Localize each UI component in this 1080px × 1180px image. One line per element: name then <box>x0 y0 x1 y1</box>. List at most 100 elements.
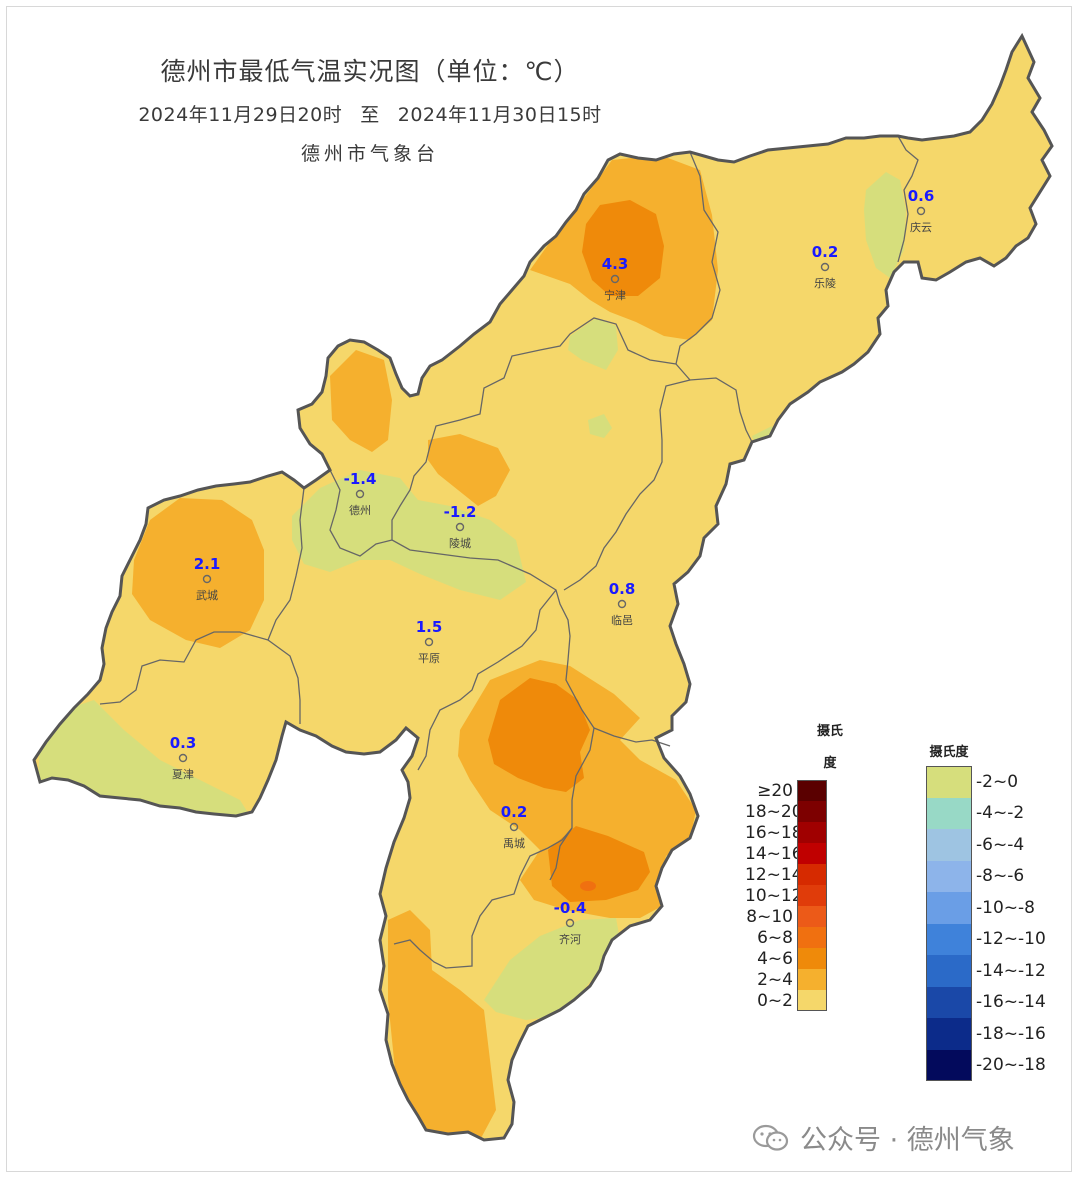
station-name: 平原 <box>418 652 440 665</box>
station-name: 乐陵 <box>814 277 836 290</box>
legend-item: -20~-18 <box>926 1049 1046 1081</box>
period-start: 2024年11月29日20时 <box>138 104 343 126</box>
station-name: 临邑 <box>611 613 633 627</box>
station-dot-icon <box>916 206 926 216</box>
watermark-text: 公众号 · 德州气象 <box>800 1125 1015 1156</box>
legend-label: 0~2 <box>757 990 793 1011</box>
legend-swatch <box>926 860 972 892</box>
station-lingcheng: -1.2 陵城 <box>444 503 477 550</box>
station-qihe: -0.4 齐河 <box>554 899 587 946</box>
station-name: 武城 <box>196 589 218 602</box>
legend-swatch <box>926 892 972 924</box>
legend-label: 18~20 <box>745 801 803 822</box>
legend-item: ≥20 <box>745 780 870 801</box>
legend-label: -12~-10 <box>976 929 1046 950</box>
station-dezhou: -1.4 德州 <box>344 470 377 517</box>
legend-label: 12~14 <box>745 864 803 885</box>
map-title: 德州市最低气温实况图（单位：℃） <box>160 57 580 86</box>
legend-item: -12~-10 <box>926 923 1046 955</box>
station-dot-icon <box>355 489 365 499</box>
county-boundaries <box>99 135 919 969</box>
station-name: 德州 <box>349 503 371 517</box>
legend-swatch <box>797 864 827 885</box>
station-dot-icon <box>202 574 212 584</box>
legend-item: 8~10 <box>745 906 870 927</box>
legend-swatch <box>797 885 827 906</box>
issuer: 德州市气象台 <box>300 143 439 165</box>
temperature-contours <box>38 155 906 1140</box>
legend-cold: 摄氏度 -2~0 -4~-2 -6~-4 -8~-6 -10~-8 -12~-10 -14~… <box>926 745 1046 1081</box>
station-name: 宁津 <box>604 288 626 302</box>
map-header: 德州市最低气温实况图（单位：℃） 2024年11月29日20时至 2024年11月… <box>110 52 630 166</box>
station-value: 0.8 <box>609 580 636 598</box>
legend-item: -8~-6 <box>926 860 1046 892</box>
legend-swatch <box>797 927 827 948</box>
period-end: 2024年11月30日15时 <box>397 104 602 126</box>
period-separator: 至 <box>360 104 380 126</box>
map-frame <box>6 6 1072 1172</box>
station-dot-icon <box>820 262 830 272</box>
legend-label: -10~-8 <box>976 897 1035 918</box>
legend-swatch <box>797 822 827 843</box>
legend-label: -4~-2 <box>976 803 1025 824</box>
legend-label: -20~-18 <box>976 1055 1046 1076</box>
legend-swatch <box>926 797 972 829</box>
legend-swatch <box>797 990 827 1011</box>
station-ningjin: 4.3 宁津 <box>602 255 629 302</box>
legend-swatch <box>797 801 827 822</box>
legend-item: 12~14 <box>745 864 870 885</box>
legend-label: 8~10 <box>746 906 793 927</box>
legend-item: 16~18 <box>745 822 870 843</box>
legend-label: -16~-14 <box>976 992 1046 1013</box>
legend-swatch <box>926 955 972 987</box>
legend-label: 16~18 <box>745 822 803 843</box>
station-wucheng: 2.1 武城 <box>194 555 221 602</box>
legend-item: -2~0 <box>926 766 1046 798</box>
station-dot-icon <box>178 753 188 763</box>
legend-label: -6~-4 <box>976 834 1025 855</box>
legend-label: -8~-6 <box>976 866 1025 887</box>
time-period: 2024年11月29日20时至 2024年11月30日15时 <box>110 100 630 127</box>
legend-warm-title-line1: 摄氏 <box>816 724 843 739</box>
legend-item: 6~8 <box>745 927 870 948</box>
legend-swatch <box>926 986 972 1018</box>
station-dot-icon <box>565 918 575 928</box>
wechat-icon <box>752 1124 789 1151</box>
legend-swatch <box>926 829 972 861</box>
station-dot-icon <box>424 637 434 647</box>
legend-label: 4~6 <box>757 948 793 969</box>
legend-warm: 摄氏 度 ≥20 18~20 16~18 14~16 12~14 10~12 8~10 6~8… <box>745 716 870 1011</box>
legend-item: -6~-4 <box>926 829 1046 861</box>
station-yucheng: 0.2 禹城 <box>501 803 528 850</box>
legend-swatch <box>926 1049 972 1081</box>
legend-swatch <box>797 906 827 927</box>
station-name: 陵城 <box>449 537 471 550</box>
legend-label: 14~16 <box>745 843 803 864</box>
station-dot-icon <box>455 522 465 532</box>
legend-item: 0~2 <box>745 990 870 1011</box>
station-leling: 0.2 乐陵 <box>812 243 839 290</box>
legend-swatch <box>797 948 827 969</box>
legend-label: -2~0 <box>976 771 1019 792</box>
legend-swatch <box>926 923 972 955</box>
station-dot-icon <box>617 599 627 609</box>
station-name: 庆云 <box>910 220 932 234</box>
legend-item: -14~-12 <box>926 955 1046 987</box>
station-value: 4.3 <box>602 255 629 273</box>
legend-swatch <box>797 843 827 864</box>
legend-swatch <box>797 780 827 801</box>
legend-label: 6~8 <box>757 927 793 948</box>
station-name: 禹城 <box>503 837 525 850</box>
station-value: 0.2 <box>501 803 528 821</box>
station-pingyuan: 1.5 平原 <box>416 618 443 665</box>
legend-swatch <box>926 1018 972 1050</box>
station-xiajin: 0.3 夏津 <box>170 734 197 781</box>
station-value: -0.4 <box>554 899 587 917</box>
legend-item: -18~-16 <box>926 1018 1046 1050</box>
legend-item: -16~-14 <box>926 986 1046 1018</box>
station-qingyun: 0.6 庆云 <box>908 187 935 234</box>
station-name: 夏津 <box>172 768 194 781</box>
legend-cold-items: -2~0 -4~-2 -6~-4 -8~-6 -10~-8 -12~-10 -14~-12 -… <box>926 766 1046 1081</box>
station-value: 0.6 <box>908 187 935 205</box>
